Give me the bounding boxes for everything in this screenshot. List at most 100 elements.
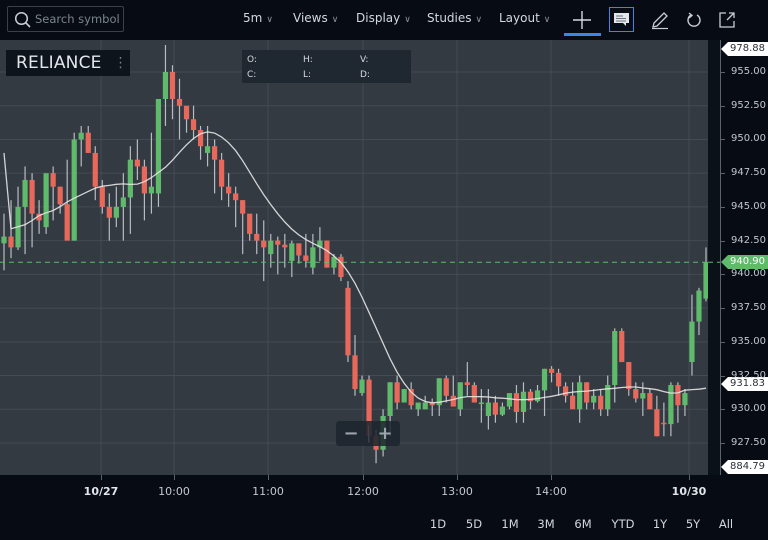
price-tick-label: 937.50 xyxy=(731,302,766,314)
time-tick-label: 12:00 xyxy=(347,485,379,498)
layout-label: Layout xyxy=(499,11,540,25)
chevron-down-icon: ∨ xyxy=(266,15,273,25)
search-input[interactable] xyxy=(35,10,121,28)
time-tick-mark xyxy=(689,475,690,480)
zoom-in-button[interactable]: + xyxy=(370,421,400,446)
time-tick-mark xyxy=(268,475,269,480)
minus-icon: − xyxy=(343,423,359,444)
studies-menu[interactable]: Studies ∨ xyxy=(427,11,482,25)
views-label: Views xyxy=(293,11,328,25)
price-label-top: 978.88 xyxy=(721,42,768,56)
price-tick-label: 927.50 xyxy=(731,437,766,448)
price-tick-label: 935.00 xyxy=(731,335,766,347)
time-tick-label: 10:00 xyxy=(158,485,190,498)
change-label: D: xyxy=(360,70,370,80)
range-button-all[interactable]: All xyxy=(718,517,734,531)
price-tick-label: 947.50 xyxy=(731,167,766,179)
pencil-icon xyxy=(652,12,668,30)
range-button-1d[interactable]: 1D xyxy=(429,517,447,531)
ohlc-legend: O: H: V: C: L: D: xyxy=(242,50,411,83)
price-tick-mark xyxy=(721,409,725,411)
crosshair-icon xyxy=(573,11,591,29)
price-tick-mark xyxy=(721,105,725,107)
price-tick-mark xyxy=(721,240,725,242)
zoom-out-button[interactable]: − xyxy=(336,421,366,446)
price-label-bottom: 884.79 xyxy=(721,460,768,474)
time-tick-mark xyxy=(363,475,364,480)
popout-icon xyxy=(719,12,735,28)
range-button-5d[interactable]: 5D xyxy=(465,517,483,531)
chat-icon xyxy=(614,13,629,26)
active-tool-indicator xyxy=(564,33,601,36)
high-label: H: xyxy=(303,55,313,65)
divider xyxy=(368,425,369,442)
time-tick-mark xyxy=(457,475,458,480)
live-edge-area xyxy=(708,40,720,475)
price-tick-label: 932.50 xyxy=(731,369,766,381)
draw-button[interactable] xyxy=(648,8,672,32)
time-tick-label: 13:00 xyxy=(441,485,473,498)
time-tick-mark xyxy=(101,475,102,480)
chart-canvas[interactable] xyxy=(0,40,708,475)
crosshair-button[interactable] xyxy=(570,8,594,32)
reset-button[interactable] xyxy=(682,8,706,32)
price-tick-label: 945.00 xyxy=(731,200,766,212)
chevron-down-icon: ∨ xyxy=(331,15,339,25)
price-tick-label: 942.50 xyxy=(731,234,766,246)
display-menu[interactable]: Display ∨ xyxy=(356,11,411,25)
price-tick-mark xyxy=(721,173,725,175)
studies-label: Studies xyxy=(427,11,472,25)
price-tick-label: 930.00 xyxy=(731,403,766,415)
range-button-ytd[interactable]: YTD xyxy=(611,517,635,531)
price-tick-mark xyxy=(721,375,725,377)
range-button-1y[interactable]: 1Y xyxy=(652,517,668,531)
low-label: L: xyxy=(303,70,312,80)
symbol-name: RELIANCE xyxy=(16,53,102,73)
close-label: C: xyxy=(247,70,257,80)
chevron-down-icon: ∨ xyxy=(543,15,551,25)
range-button-5y[interactable]: 5Y xyxy=(685,517,701,531)
views-menu[interactable]: Views ∨ xyxy=(293,11,338,25)
time-axis[interactable]: 10/27 10:00 11:00 12:00 13:00 14:00 10/30 xyxy=(0,475,720,505)
layout-menu[interactable]: Layout ∨ xyxy=(499,11,550,25)
price-tick-label: 950.00 xyxy=(731,133,766,145)
interval-dropdown[interactable]: 5m ∨ xyxy=(243,11,273,25)
open-label: O: xyxy=(247,55,257,65)
range-button-6m[interactable]: 6M xyxy=(574,517,592,531)
price-tick-mark xyxy=(721,341,725,343)
symbol-legend[interactable]: RELIANCE ⋮ xyxy=(6,50,130,76)
time-tick-label: 14:00 xyxy=(535,485,567,498)
price-tick-mark xyxy=(721,443,725,444)
price-tick-mark xyxy=(721,72,725,73)
time-tick-label: 10/27 xyxy=(83,485,119,498)
price-tick-label: 952.50 xyxy=(731,99,766,111)
refresh-icon xyxy=(687,12,701,27)
more-options-icon[interactable]: ⋮ xyxy=(113,55,128,71)
time-tick-mark xyxy=(174,475,175,480)
chevron-down-icon: ∨ xyxy=(475,15,483,25)
price-tick-label: 955.00 xyxy=(731,66,766,77)
price-tick-mark xyxy=(721,308,725,310)
price-tick-mark xyxy=(721,139,725,141)
price-tick-label: 940.00 xyxy=(731,268,766,280)
time-tick-label: 11:00 xyxy=(252,485,284,498)
candlestick-plot xyxy=(0,40,708,475)
price-tick-mark xyxy=(721,274,725,276)
time-tick-mark xyxy=(551,475,552,480)
search-box[interactable] xyxy=(7,6,124,32)
range-button-1m[interactable]: 1M xyxy=(501,517,519,531)
top-toolbar: 5m∨ Views∨ Display∨ Studies∨ Layout∨ xyxy=(0,0,768,40)
chat-button[interactable] xyxy=(609,7,634,32)
time-tick-label: 10/30 xyxy=(671,485,707,498)
plus-icon: + xyxy=(377,423,393,444)
price-tick-mark xyxy=(721,206,725,208)
price-axis[interactable]: 978.88 940.90 931.83 884.79 955.00 952.50… xyxy=(720,40,768,475)
zoom-controls: − + xyxy=(336,421,400,446)
last-price-label: 940.90 xyxy=(721,255,768,269)
chevron-down-icon: ∨ xyxy=(404,15,411,25)
volume-label: V: xyxy=(360,55,369,65)
moving-average-label: 931.83 xyxy=(721,377,768,391)
popout-button[interactable] xyxy=(715,8,739,32)
interval-label: 5m xyxy=(243,11,263,25)
range-button-3m[interactable]: 3M xyxy=(537,517,555,531)
